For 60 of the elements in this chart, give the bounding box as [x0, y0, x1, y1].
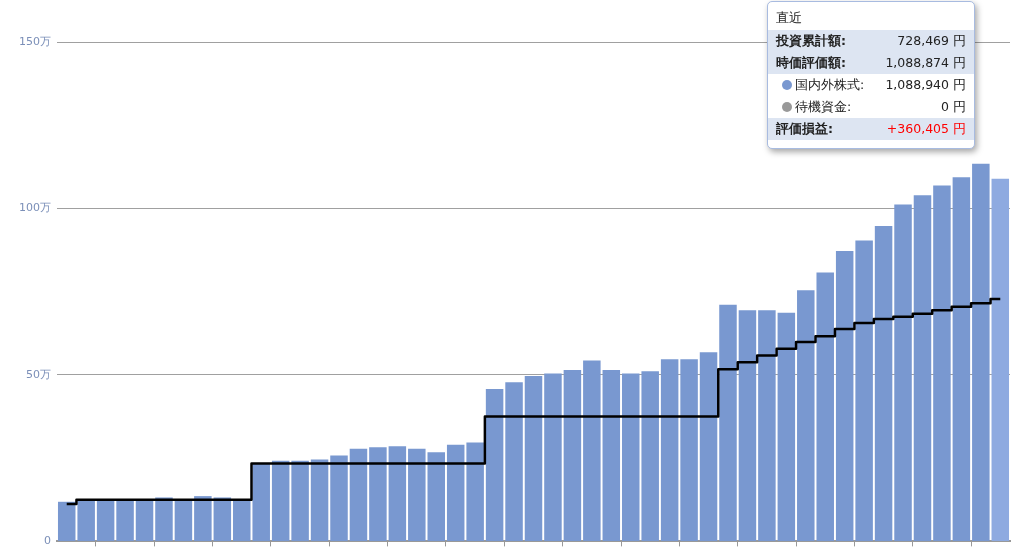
annotation: 国内外株式:	[794, 76, 865, 94]
bar	[485, 388, 504, 541]
annotation: 評価損益:	[776, 120, 833, 138]
bar	[952, 177, 971, 541]
y-tick-label: 0	[44, 534, 51, 548]
bar	[758, 310, 776, 541]
bar	[972, 163, 990, 541]
bar	[291, 460, 309, 541]
bar	[349, 448, 368, 541]
bar	[699, 352, 718, 541]
bar	[738, 310, 757, 541]
y-tick-label: 150万	[19, 34, 51, 48]
bar	[855, 240, 873, 541]
bar	[894, 204, 912, 541]
bar	[408, 448, 426, 541]
y-tick-label: 100万	[19, 201, 51, 215]
bar	[388, 446, 407, 541]
y-tick-label: 50万	[26, 367, 51, 381]
bar	[680, 359, 698, 541]
bar	[369, 447, 387, 541]
annotation: 1,088,940 円	[885, 76, 966, 94]
bar	[116, 499, 134, 541]
bar	[466, 442, 484, 541]
annotation: 時価評価額:	[776, 54, 846, 72]
bar	[330, 455, 348, 541]
bar	[155, 497, 173, 541]
annotation: 728,469 円	[897, 32, 966, 50]
bar	[427, 452, 446, 541]
annotation: 1,088,874 円	[885, 54, 966, 72]
bar	[835, 251, 854, 541]
annotation: +360,405 円	[886, 120, 966, 138]
bar	[991, 178, 1010, 541]
bar	[660, 359, 679, 541]
bar	[135, 499, 154, 541]
annotation: 投資累計額:	[776, 32, 846, 50]
bar	[621, 373, 640, 541]
annotation: 0 円	[941, 98, 966, 116]
bar	[271, 460, 290, 541]
bar	[310, 459, 329, 541]
annotation: 待機資金:	[794, 98, 852, 116]
bar	[563, 369, 582, 541]
bar	[213, 497, 232, 541]
bar	[57, 501, 76, 541]
bar	[874, 226, 893, 541]
bar	[174, 499, 193, 541]
bar	[524, 375, 543, 541]
bar	[777, 312, 796, 541]
bar	[913, 195, 932, 541]
bar	[583, 360, 601, 541]
bar	[77, 499, 95, 541]
bar	[505, 382, 523, 541]
bar	[544, 373, 562, 541]
bar	[96, 499, 115, 541]
bar	[446, 444, 465, 541]
bar	[933, 185, 951, 541]
bar	[602, 369, 621, 541]
bar	[641, 371, 659, 541]
text: 直近	[775, 9, 803, 27]
bar	[719, 304, 737, 541]
bar	[194, 496, 212, 541]
